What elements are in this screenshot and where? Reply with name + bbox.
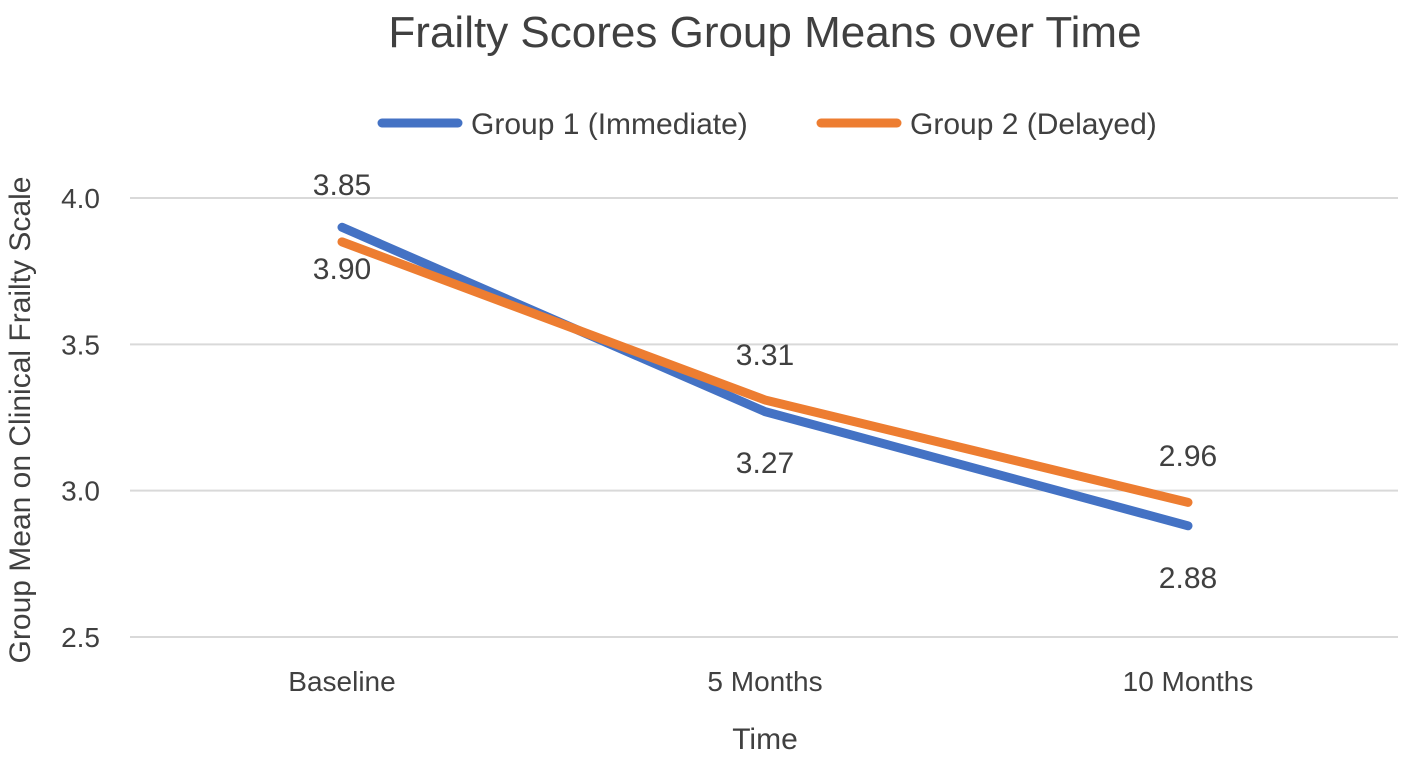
data-label-group-1: 2.88 [1159,562,1217,595]
series-line-group-2 [337,237,1193,507]
y-tick-label: 3.0 [61,476,100,507]
x-tick-label: 10 Months [1123,666,1254,697]
x-axis-ticks: Baseline 5 Months 10 Months [288,666,1253,697]
y-axis-label: Group Mean on Clinical Frailty Scale [4,177,37,664]
x-tick-label: Baseline [288,666,395,697]
data-label-group-1: 3.27 [736,447,794,480]
y-tick-label: 2.5 [61,622,100,653]
chart-title: Frailty Scores Group Means over Time [388,8,1141,57]
legend-label-group-1: Group 1 (Immediate) [471,108,748,141]
series-lines [337,222,1193,531]
y-tick-label: 4.0 [61,183,100,214]
legend: Group 1 (Immediate) Group 2 (Delayed) [377,108,1157,141]
data-label-group-2: 3.31 [736,339,794,372]
data-label-group-2: 3.85 [313,169,371,202]
data-label-group-2: 2.96 [1159,440,1217,473]
series-line-group-1 [337,222,1193,531]
data-labels: 3.90 3.27 2.88 3.85 3.31 2.96 [313,169,1217,595]
x-axis-label: Time [732,723,798,756]
y-axis-ticks: 2.5 3.0 3.5 4.0 [61,183,100,653]
y-tick-label: 3.5 [61,329,100,360]
data-label-group-1: 3.90 [313,253,371,286]
gridlines [130,197,1398,638]
legend-label-group-2: Group 2 (Delayed) [910,108,1157,141]
x-tick-label: 5 Months [707,666,822,697]
